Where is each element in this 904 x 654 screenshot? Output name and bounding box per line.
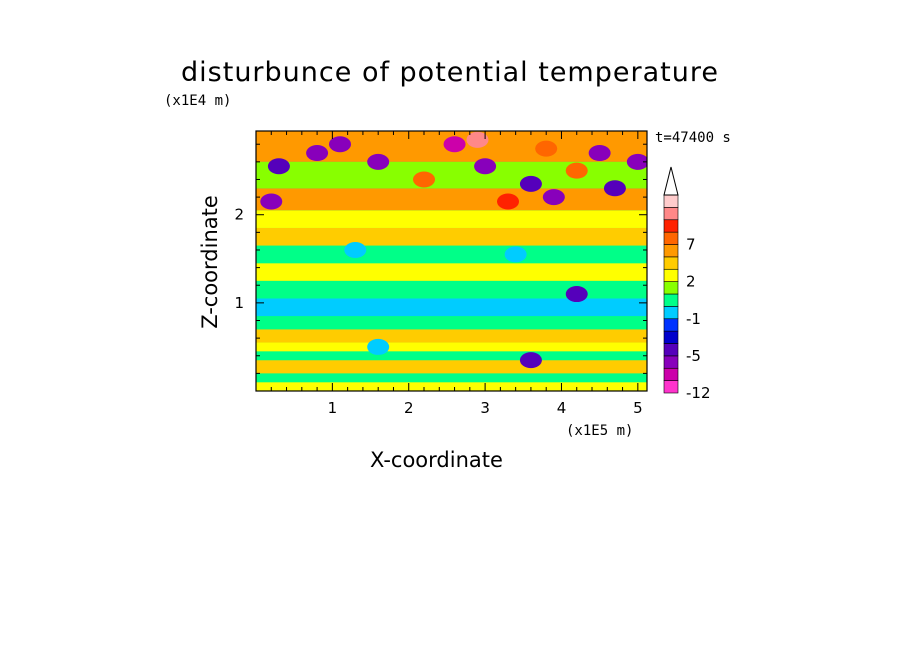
field-cell <box>565 286 588 303</box>
field-cell <box>474 158 497 175</box>
field-band <box>256 210 647 228</box>
x-axis-unit: (x1E5 m) <box>566 423 634 439</box>
colorbar-swatch <box>663 367 679 381</box>
field-band <box>256 360 647 374</box>
x-tick-label: 2 <box>404 399 414 417</box>
colorbar-swatch <box>663 330 679 344</box>
field-cell <box>535 140 558 157</box>
x-tick-label: 4 <box>557 399 567 417</box>
field-cell <box>329 136 352 153</box>
field-band <box>256 161 647 189</box>
field-cell <box>497 193 520 210</box>
colorbar-swatch <box>663 256 679 270</box>
colorbar-swatch <box>663 219 679 233</box>
field-cell <box>413 171 436 188</box>
colorbar-extend-arrow <box>663 166 679 196</box>
colorbar-swatch <box>663 293 679 307</box>
plot-border <box>255 130 648 392</box>
y-axis-unit: (x1E4 m) <box>164 93 232 109</box>
y-ticks: 12 <box>234 143 647 374</box>
field-band <box>256 316 647 330</box>
field-cell <box>565 162 588 179</box>
colorbar-swatch <box>663 318 679 332</box>
colorbar-label: -5 <box>686 347 701 365</box>
field-cell <box>260 193 283 210</box>
field-cell <box>542 189 565 206</box>
colorbar-label: -12 <box>686 384 711 402</box>
colorbar-swatch <box>663 306 679 320</box>
x-axis-label: X-coordinate <box>370 448 503 472</box>
colorbar: -12-5-127 <box>663 166 711 402</box>
field-cell <box>267 158 290 175</box>
field-cell <box>603 180 626 197</box>
field-band <box>256 263 647 281</box>
x-tick-label: 1 <box>328 399 338 417</box>
y-tick-label: 1 <box>234 294 244 312</box>
colorbar-label: -1 <box>686 310 701 328</box>
field-cell <box>504 246 527 263</box>
field-band <box>256 227 647 246</box>
colorbar-swatch <box>663 194 679 208</box>
colorbar-swatch <box>663 281 679 295</box>
colorbar-swatch <box>663 355 679 369</box>
field-band <box>256 280 647 299</box>
colorbar-swatch <box>663 268 679 282</box>
field-band <box>256 373 647 383</box>
field-cell <box>466 131 489 148</box>
field-cell <box>519 175 542 192</box>
field-cell <box>306 145 329 162</box>
chart-title: disturbunce of potential temperature <box>181 57 719 88</box>
x-tick-label: 5 <box>633 399 643 417</box>
colorbar-swatch <box>663 207 679 221</box>
time-label: t=47400 s <box>655 130 731 146</box>
colorbar-swatch <box>663 343 679 357</box>
field-cell <box>367 338 390 355</box>
field-layer <box>256 131 647 391</box>
field-cell <box>519 352 542 369</box>
field-band <box>256 329 647 343</box>
colorbar-label: 2 <box>686 273 696 291</box>
field-band <box>256 382 647 391</box>
field-cell <box>344 241 367 258</box>
colorbar-swatch <box>663 244 679 258</box>
x-ticks: 1 2 3 4 5 <box>270 131 643 417</box>
field-band <box>256 245 647 264</box>
x-tick-label: 3 <box>480 399 490 417</box>
field-band <box>256 298 647 317</box>
field-cell <box>626 153 647 170</box>
plot-frame <box>255 130 648 392</box>
field-band <box>256 342 647 352</box>
colorbar-swatch <box>663 380 679 394</box>
field-cell <box>588 145 611 162</box>
colorbar-swatch <box>663 231 679 245</box>
y-tick-label: 2 <box>234 206 244 224</box>
colorbar-label: 7 <box>686 236 696 254</box>
field-band <box>256 188 647 211</box>
field-cell <box>443 136 466 153</box>
field-band <box>256 351 647 361</box>
field-cell <box>367 153 390 170</box>
